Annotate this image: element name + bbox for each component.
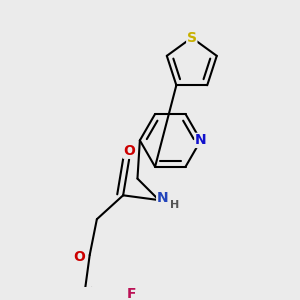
Text: F: F xyxy=(127,286,137,300)
Text: N: N xyxy=(157,191,168,205)
Text: N: N xyxy=(195,134,207,147)
Text: S: S xyxy=(187,31,197,45)
Text: O: O xyxy=(123,144,135,158)
Text: O: O xyxy=(73,250,85,264)
Text: H: H xyxy=(170,200,179,210)
